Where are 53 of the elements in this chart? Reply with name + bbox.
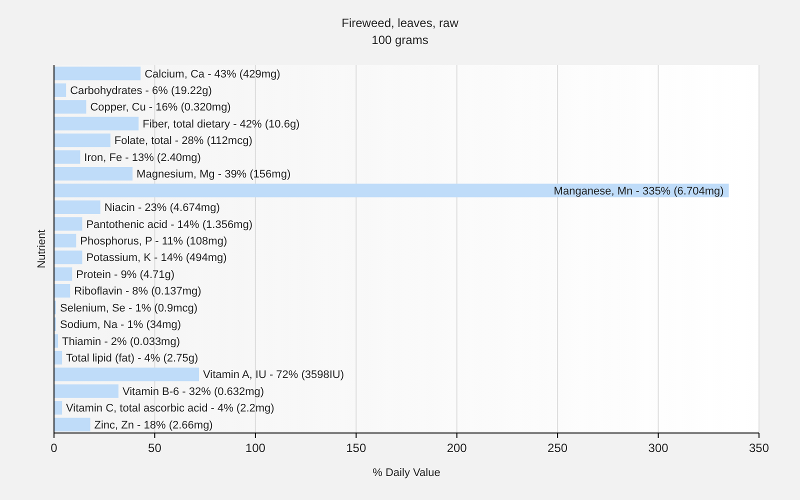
y-tick-label: Manganese, Mn - 335% (6.704mg): [554, 185, 724, 198]
x-tick-label: 300: [648, 441, 669, 455]
bar: [54, 350, 62, 364]
bar: [54, 184, 729, 198]
x-tick-label: 150: [346, 441, 366, 455]
x-tick-label: 100: [245, 441, 266, 455]
bar: [54, 83, 66, 97]
chart-title: Fireweed, leaves, raw: [342, 16, 459, 30]
bar: [54, 200, 100, 214]
x-tick-label: 0: [50, 441, 58, 455]
y-tick-label: Calcium, Ca - 43% (429mg): [144, 68, 280, 80]
bar: [54, 166, 133, 181]
bar: [54, 100, 86, 114]
y-tick-label: Iron, Fe - 13% (2.40mg): [84, 152, 201, 164]
bar: [54, 384, 118, 398]
y-tick-label: Thiamin - 2% (0.033mg): [62, 336, 180, 348]
y-tick-label: Magnesium, Mg - 39% (156mg): [136, 168, 291, 181]
y-tick-label: Pantothenic acid - 14% (1.356mg): [86, 218, 253, 231]
x-tick-label: 350: [748, 441, 770, 455]
x-axis-title: % Daily Value: [372, 467, 440, 479]
y-tick-label: Folate, total - 28% (112mcg): [114, 135, 252, 148]
y-tick-label: Sodium, Na - 1% (34mg): [60, 319, 182, 332]
y-tick-label: Fiber, total dietary - 42% (10.6g): [142, 118, 300, 130]
bar: [54, 217, 82, 231]
bar: [54, 284, 70, 298]
y-tick-label: Riboflavin - 8% (0.137mg): [74, 286, 202, 298]
bar: [54, 267, 72, 281]
y-axis-title: Nutrient: [36, 230, 48, 268]
y-tick-label: Niacin - 23% (4.674mg): [104, 202, 220, 214]
x-tick-label: 50: [148, 441, 162, 455]
y-tick-label: Zinc, Zn - 18% (2.66mg): [94, 419, 213, 432]
y-tick-label: Protein - 9% (4.71g): [76, 268, 175, 281]
bar: [54, 116, 139, 130]
y-tick-label: Vitamin B-6 - 32% (0.632mg): [122, 386, 264, 398]
y-tick-label: Vitamin C, total ascorbic acid - 4% (2.2mg): [66, 402, 274, 415]
y-tick-label: Potassium, K - 14% (494mg): [86, 252, 227, 264]
y-tick-label: Copper, Cu - 16% (0.320mg): [90, 102, 231, 114]
bar: [54, 250, 82, 264]
y-tick-label: Vitamin A, IU - 72% (3598IU): [203, 369, 344, 382]
y-tick-label: Total lipid (fat) - 4% (2.75g): [66, 352, 198, 365]
bar: [54, 66, 141, 80]
bar: [54, 401, 62, 415]
y-tick-label: Carbohydrates - 6% (19.22g): [70, 85, 212, 98]
chart-subtitle: 100 grams: [372, 33, 428, 47]
y-tick-label: Selenium, Se - 1% (0.9mcg): [60, 302, 198, 314]
bar: [54, 234, 76, 248]
y-tick-label: Phosphorus, P - 11% (108mg): [80, 235, 228, 248]
x-tick-label: 250: [548, 441, 568, 455]
x-tick-label: 200: [446, 441, 468, 455]
bar: [54, 368, 200, 382]
bar: [54, 418, 90, 432]
bar: [54, 134, 110, 148]
bar: [54, 150, 80, 164]
